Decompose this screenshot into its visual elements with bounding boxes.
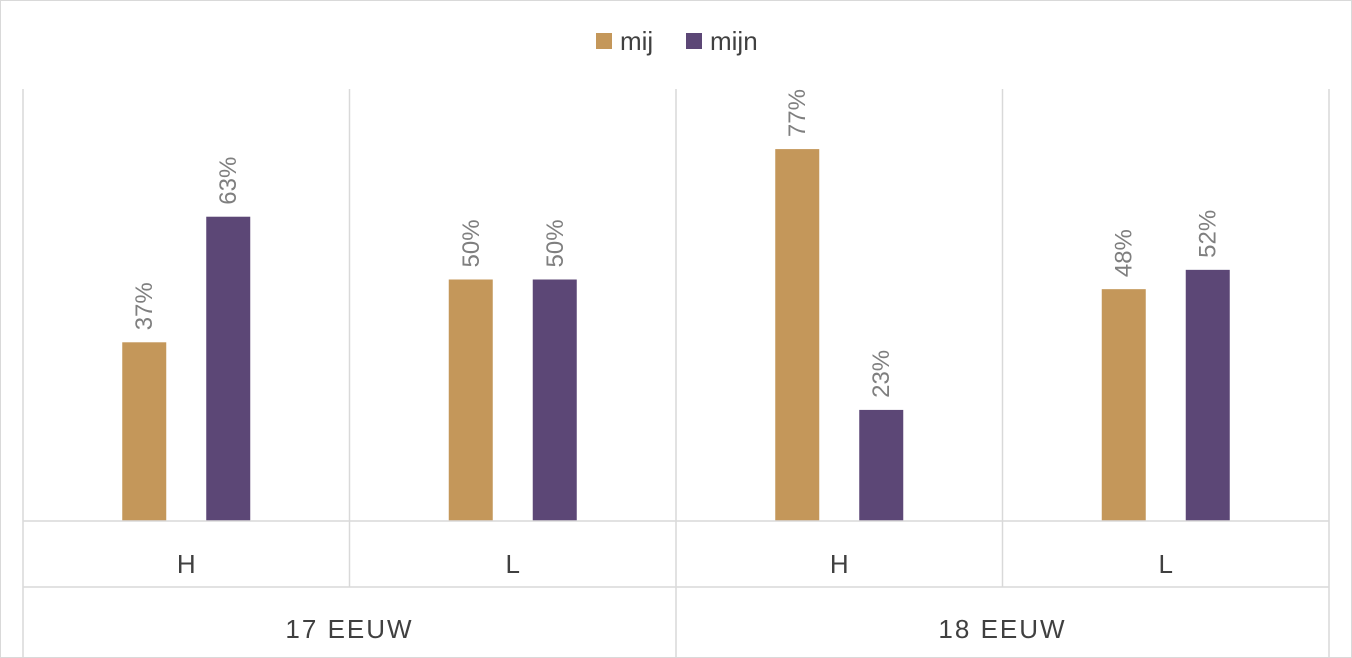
data-label-mij-2: 50% xyxy=(458,219,485,267)
data-label-mij-1: 37% xyxy=(131,282,158,330)
group-label-2: 18 EEUW xyxy=(938,614,1066,644)
legend-label-mijn: mijn xyxy=(710,26,758,56)
data-label-mij-3: 77% xyxy=(784,89,811,137)
legend-label-mij: mij xyxy=(620,26,653,56)
category-label-4: L xyxy=(1159,549,1173,579)
data-label-mijn-1: 63% xyxy=(215,157,242,205)
category-label-1: H xyxy=(177,549,196,579)
group-label-1: 17 EEUW xyxy=(285,614,413,644)
bars xyxy=(122,149,1230,521)
category-label-3: H xyxy=(830,549,849,579)
bar-mijn-2 xyxy=(532,279,577,521)
bar-mij-3 xyxy=(775,149,820,521)
data-label-mijn-3: 23% xyxy=(868,350,895,398)
bar-mij-4 xyxy=(1101,289,1146,521)
group-labels: 17 EEUW 18 EEUW xyxy=(285,614,1066,644)
category-label-2: L xyxy=(506,549,520,579)
bar-mij-2 xyxy=(448,279,493,521)
bar-mijn-4 xyxy=(1185,269,1230,521)
data-label-mijn-4: 52% xyxy=(1195,210,1222,258)
legend-swatch-mij xyxy=(596,33,612,49)
data-label-mijn-2: 50% xyxy=(542,219,569,267)
category-separators xyxy=(22,89,1330,657)
data-label-mij-4: 48% xyxy=(1111,229,1138,277)
legend: mij mijn xyxy=(596,26,758,56)
legend-swatch-mijn xyxy=(686,33,702,49)
bar-mij-1 xyxy=(122,342,167,521)
data-labels: 37% 50% 77% 48% 63% 50% 23% 52% xyxy=(131,89,1222,398)
bar-mijn-1 xyxy=(206,216,251,521)
bar-mijn-3 xyxy=(859,409,904,521)
